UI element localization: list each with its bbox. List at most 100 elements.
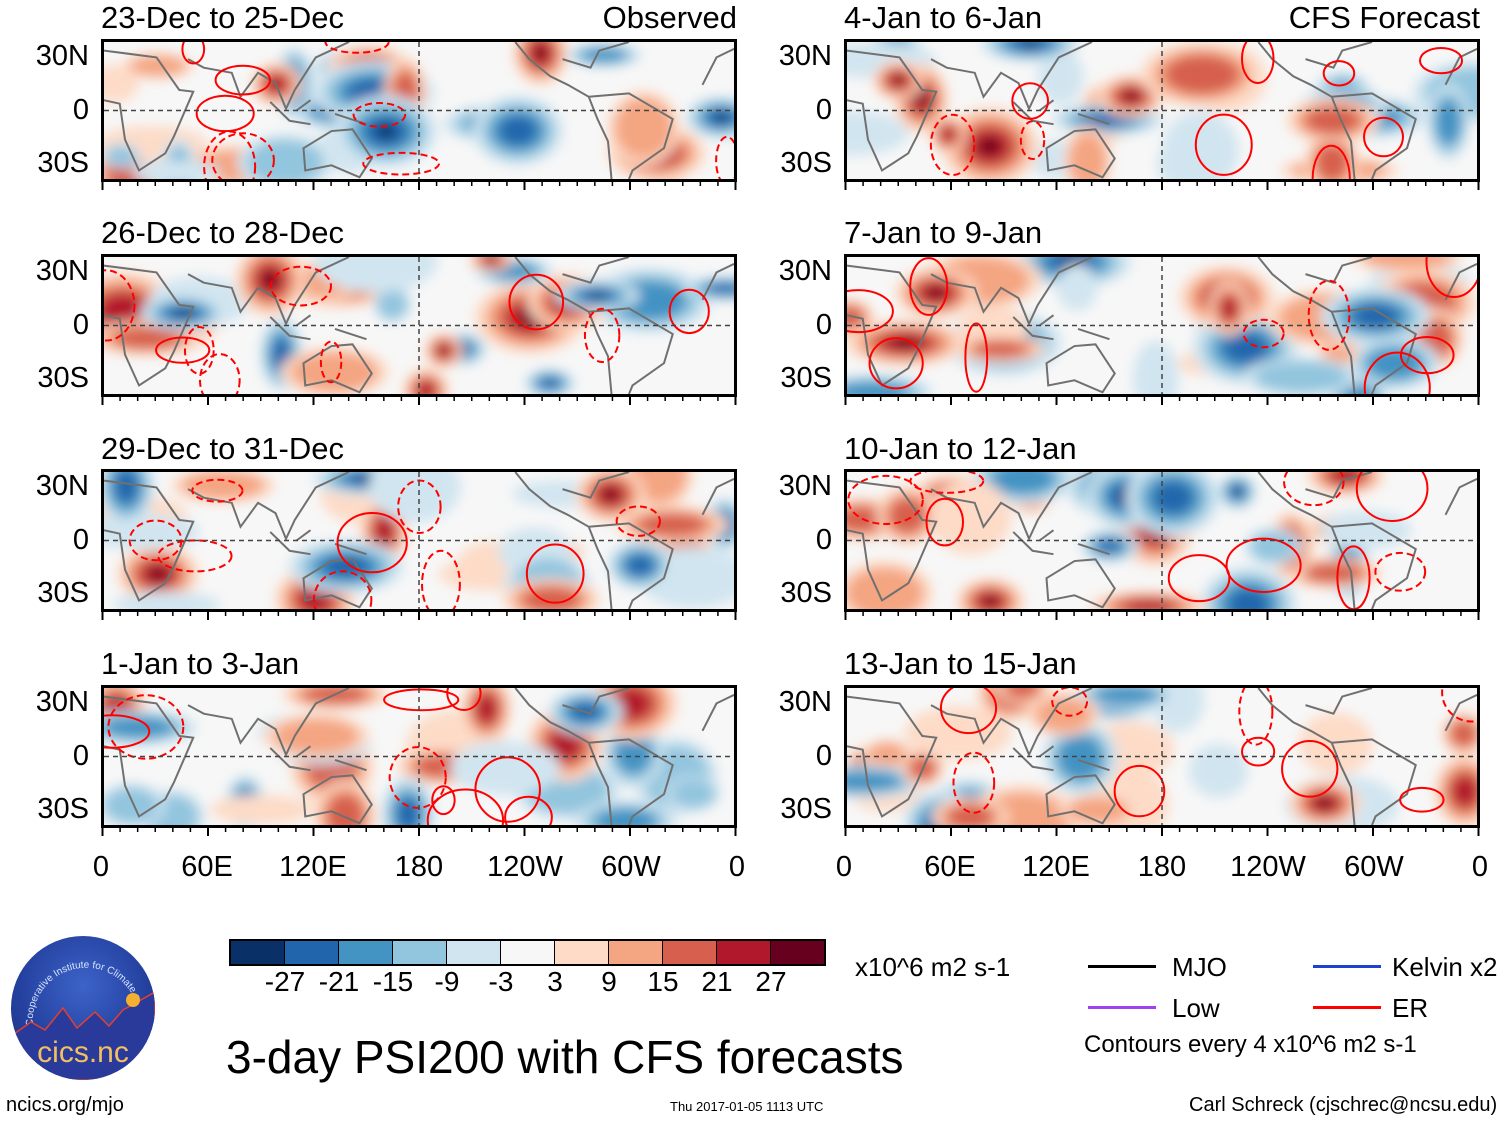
column-label: CFS Forecast [1288, 0, 1480, 35]
x-ticks [844, 828, 1480, 836]
field-blob [1233, 487, 1242, 496]
field-blob [539, 377, 560, 389]
field-blob [1220, 297, 1238, 320]
er-contour [383, 688, 460, 712]
er-contour [1311, 144, 1351, 179]
y-tick-label: 0 [815, 93, 832, 126]
field-blob [1094, 688, 1158, 705]
field-blob [535, 46, 547, 60]
colorbar-level-label: -9 [434, 966, 460, 997]
er-contour [909, 257, 949, 316]
field-blob [929, 480, 1012, 555]
colorbar-swatch [609, 941, 663, 964]
map-field [101, 39, 737, 182]
field-blob [1097, 539, 1122, 553]
colorbar-level-label: 9 [601, 966, 617, 997]
colorbar-swatch [285, 941, 339, 964]
panel-title: 4-Jan to 6-Jan [844, 0, 1043, 35]
field-blob [291, 351, 379, 393]
field-blob [892, 338, 918, 348]
er-contour [964, 322, 989, 393]
er-contour [191, 478, 244, 503]
field-blob [847, 567, 924, 609]
x-ticks [844, 397, 1480, 405]
er-contour [312, 570, 373, 609]
field-blob [114, 472, 138, 503]
er-contour [362, 151, 441, 176]
er-contour [211, 132, 275, 179]
field-blob [1254, 361, 1349, 393]
panel-title: 26-Dec to 28-Dec [101, 215, 344, 250]
map-field [101, 685, 737, 828]
colorbar-swatch [447, 941, 501, 964]
field-blob [129, 55, 187, 77]
field-blob [847, 381, 910, 394]
field-blob [1315, 142, 1349, 179]
field-blob [588, 292, 606, 299]
er-contour [1425, 257, 1477, 298]
map-field [844, 39, 1480, 182]
field-blob [263, 272, 278, 288]
field-blob [893, 76, 904, 85]
y-tick-label: 30N [35, 254, 89, 287]
field-blob [521, 587, 581, 609]
field-blob [397, 799, 419, 825]
footer-author: Carl Schreck (cjschrec@ncsu.edu) [1189, 1094, 1498, 1116]
field-blob [1084, 113, 1130, 126]
coastlines [847, 257, 1477, 394]
map-field [844, 254, 1480, 397]
field-blob [603, 488, 618, 501]
column-label: Observed [602, 0, 737, 35]
field-blob [615, 731, 652, 775]
field-blob [847, 771, 902, 792]
er-contour [1238, 688, 1274, 746]
er-contour [155, 336, 211, 364]
er-contour [1167, 554, 1231, 603]
er-contour [1240, 42, 1275, 84]
y-tick-label: 30N [778, 685, 832, 718]
field-blob [708, 283, 734, 294]
field-blob [1353, 304, 1398, 328]
x-ticks [844, 182, 1480, 190]
er-contour [336, 511, 408, 574]
coastlines [847, 688, 1477, 825]
field-blob [476, 695, 497, 723]
legend-line-er [1313, 1006, 1381, 1009]
field-blob [1035, 697, 1092, 733]
er-contour [1374, 551, 1427, 592]
colorbar-level-label: -27 [264, 966, 306, 997]
y-tick-label: 0 [72, 308, 89, 341]
x-ticks [101, 182, 737, 190]
field-blob [132, 159, 221, 179]
field-blob [670, 779, 716, 809]
er-contour [1399, 786, 1445, 813]
contour-interval-note: Contours every 4 x10^6 m2 s-1 [1084, 1031, 1417, 1058]
field-blob [104, 64, 139, 103]
er-contour [1399, 336, 1455, 375]
y-tick-label: 30N [35, 685, 89, 718]
y-tick-label: 30S [780, 793, 832, 826]
field-blob [637, 513, 707, 537]
colorbar-swatch [339, 941, 393, 964]
er-contour [1355, 472, 1429, 522]
er-contour [1336, 545, 1371, 609]
field-blob [112, 591, 221, 609]
footer-url[interactable]: ncics.org/mjo [6, 1094, 124, 1116]
x-tick-label: 60E [924, 851, 976, 883]
x-tick-label: 120W [1230, 851, 1306, 883]
legend-label-low: Low [1172, 993, 1220, 1023]
field-blob [1132, 340, 1179, 394]
er-contour [1283, 472, 1345, 507]
er-contour [847, 289, 894, 334]
er-contour [939, 688, 998, 735]
field-blob [550, 728, 581, 760]
field-blob [181, 472, 265, 500]
map-field [101, 469, 737, 612]
y-tick-label: 0 [815, 308, 832, 341]
field-blob [915, 91, 927, 106]
field-blob [112, 327, 182, 349]
coastlines [104, 472, 734, 609]
er-contour [1113, 764, 1166, 818]
x-ticks [101, 397, 737, 405]
field-blob [1057, 735, 1103, 781]
